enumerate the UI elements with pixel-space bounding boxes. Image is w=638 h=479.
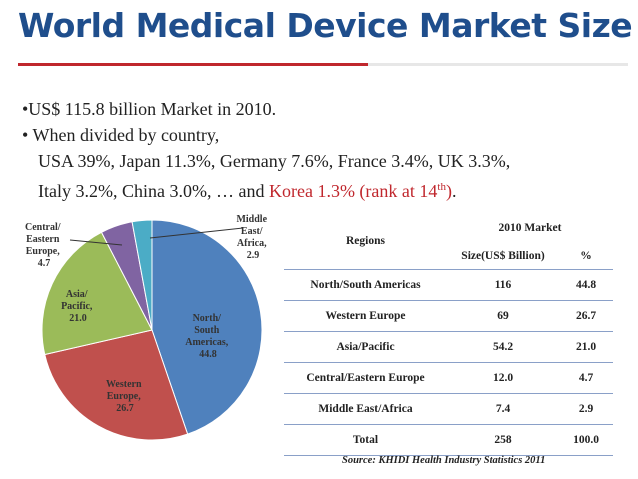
pie-slice-western-europe [44, 329, 189, 441]
header-percent: % [559, 242, 613, 270]
row-region: North/South Americas [284, 269, 447, 301]
row-percent: 26.7 [559, 300, 613, 332]
row-size: 69 [447, 300, 559, 332]
bullet-market-size: •US$ 115.8 billion Market in 2010. [22, 99, 277, 119]
source-note: Source: KHIDI Health Industry Statistics… [342, 455, 546, 466]
table-row: Middle East/Africa 7.4 2.9 [284, 393, 613, 425]
country-list-start: Italy 3.2%, China 3.0%, … and [38, 181, 269, 201]
label-north-south-americas: North/ South Americas, 44.8 [185, 313, 231, 360]
row-percent: 100.0 [559, 424, 613, 456]
table-row: Asia/Pacific 54.2 21.0 [284, 331, 613, 363]
row-size: 258 [447, 424, 559, 456]
row-region: Total [284, 424, 447, 456]
bullet-country-list-1: USA 39%, Japan 11.3%, Germany 7.6%, Fran… [38, 151, 511, 171]
label-central-eastern-europe: Central/ Eastern Europe, 4.7 [25, 222, 63, 269]
bullet-country-intro: • When divided by country, [22, 125, 220, 145]
korea-highlight-text: Korea 1.3% (rank at 14 [268, 181, 438, 201]
pie-slice-middle-east-africa [131, 219, 153, 331]
row-size: 116 [447, 269, 559, 301]
table-subheader-row: Size(US$ Billion) % [284, 242, 613, 270]
row-percent: 44.8 [559, 269, 613, 301]
pie-slice-north-south-americas [151, 219, 263, 435]
table-row: Central/Eastern Europe 12.0 4.7 [284, 362, 613, 394]
central-europe-leader-line [69, 239, 123, 246]
row-region: Central/Eastern Europe [284, 362, 447, 394]
table-row: North/South Americas 116 44.8 [284, 269, 613, 301]
label-western-europe: Western Europe, 26.7 [106, 379, 144, 414]
row-size: 7.4 [447, 393, 559, 425]
row-region: Middle East/Africa [284, 393, 447, 425]
table-row-total: Total 258 100.0 [284, 424, 613, 456]
middle-east-leader-line [149, 227, 244, 239]
label-asia-pacific: Asia/ Pacific, 21.0 [61, 289, 95, 324]
korea-rank-superscript: th [437, 181, 446, 193]
table-row: Western Europe 69 26.7 [284, 300, 613, 332]
row-size: 12.0 [447, 362, 559, 394]
korea-highlight: Korea 1.3% (rank at 14th) [269, 181, 452, 201]
table-header-row: Regions 2010 Market [284, 213, 613, 270]
market-table: Regions 2010 Market Size(US$ Billion) % … [284, 213, 613, 456]
bullet-list: •US$ 115.8 billion Market in 2010. • Whe… [22, 96, 510, 204]
label-middle-east-africa: Middle East/ Africa, 2.9 [236, 214, 269, 261]
page-title: World Medical Device Market Size [18, 6, 633, 45]
row-percent: 4.7 [559, 362, 613, 394]
row-percent: 2.9 [559, 393, 613, 425]
row-region: Western Europe [284, 300, 447, 332]
row-region: Asia/Pacific [284, 331, 447, 363]
market-pie-chart: North/ South Americas, 44.8 Western Euro… [25, 214, 269, 441]
pie-slice-asia-pacific [41, 231, 153, 356]
row-size: 54.2 [447, 331, 559, 363]
row-percent: 21.0 [559, 331, 613, 363]
bullet-country-list-2: Italy 3.2%, China 3.0%, … and Korea 1.3%… [22, 174, 510, 204]
country-list-end: . [451, 181, 457, 201]
header-size: Size(US$ Billion) [447, 242, 559, 270]
header-regions: Regions [284, 213, 447, 270]
title-underline [18, 63, 628, 66]
header-2010-market: 2010 Market [447, 213, 613, 243]
korea-highlight-close: ) [445, 181, 452, 201]
title-underline-accent [18, 63, 368, 66]
